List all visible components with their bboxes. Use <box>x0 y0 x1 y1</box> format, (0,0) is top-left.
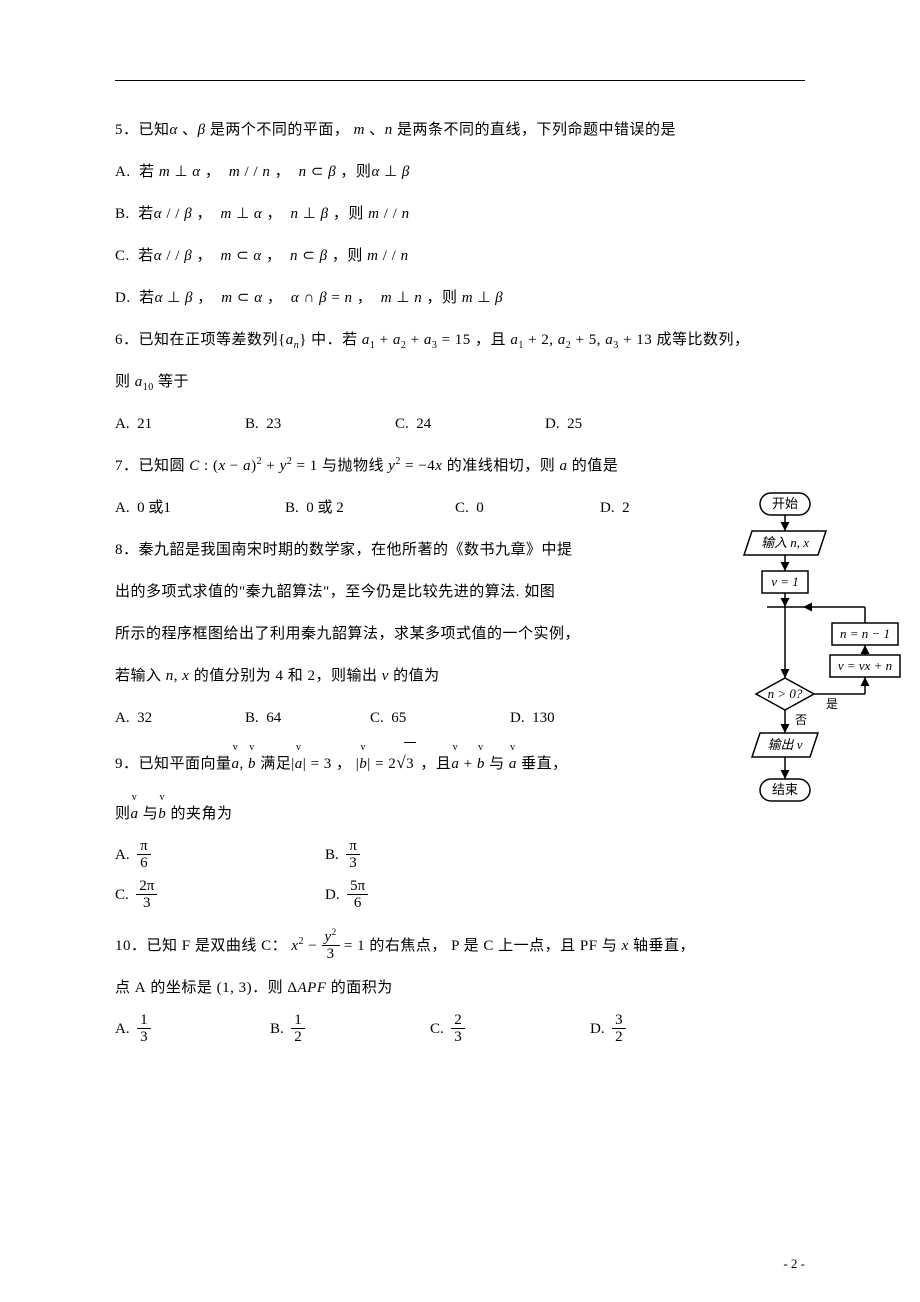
q9-stem: 9．已知平面向量a, b 满足|a| = 3 ， |b| = 23 ，且a + … <box>115 739 680 787</box>
q9-opts-row1: A. π6 B. π3 <box>115 839 680 873</box>
q5-opt-a: A. 若 m ⊥ α ， m / / n ， n ⊂ β ，则α ⊥ β <box>115 151 805 193</box>
q8-opt-d: D. 130 <box>510 697 610 739</box>
q5-stem: 5．已知α 、β 是两个不同的平面， m 、n 是两条不同的直线，下列命题中错误… <box>115 109 805 151</box>
flowchart-svg: 开始输入 n, x v = 1 n = n − 1 v = vx + n n > 0? 输… <box>690 483 905 813</box>
q10-opt-b: B. 12 <box>270 1013 430 1047</box>
q6-opts: A. 21 B. 23 C. 24 D. 25 <box>115 403 805 445</box>
q5-opt-c: C. 若α / / β ， m ⊂ α ， n ⊂ β ，则 m / / n <box>115 235 805 277</box>
q10-opt-c: C. 23 <box>430 1013 590 1047</box>
q8-l1: 8．秦九韶是我国南宋时期的数学家，在他所著的《数书九章》中提 <box>115 529 680 571</box>
q6-stem-1: 6．已知在正项等差数列{an} 中．若 a1 + a2 + a3 = 15 ，且… <box>115 319 805 361</box>
svg-text:否: 否 <box>795 713 807 727</box>
q8-opt-b: B. 64 <box>245 697 370 739</box>
q9-stem-2: 则a 与b 的夹角为 <box>115 793 680 835</box>
svg-text:v = vx + n: v = vx + n <box>838 658 892 673</box>
page: 5．已知α 、β 是两个不同的平面， m 、n 是两条不同的直线，下列命题中错误… <box>0 0 920 1087</box>
q8-l3: 所示的程序框图给出了利用秦九韶算法，求某多项式值的一个实例， <box>115 613 680 655</box>
text-column: A. 0 或1 B. 0 或 2 C. 0 D. 2 8．秦九韶是我国南宋时期的… <box>115 487 680 913</box>
flowchart: 开始输入 n, x v = 1 n = n − 1 v = vx + n n > 0? 输… <box>690 483 890 913</box>
svg-text:输入 n, x: 输入 n, x <box>761 535 809 550</box>
q9-opts-row2: C. 2π3 D. 5π6 <box>115 879 680 913</box>
svg-text:结束: 结束 <box>772 782 798 797</box>
svg-text:是: 是 <box>826 697 838 711</box>
q8-opt-a: A. 32 <box>115 697 245 739</box>
q6-opt-b: B. 23 <box>245 403 395 445</box>
q7-stem: 7．已知圆 C : (x − a)2 + y2 = 1 与抛物线 y2 = −4… <box>115 445 805 487</box>
q7-opt-c: C. 0 <box>455 487 600 529</box>
q7-opts: A. 0 或1 B. 0 或 2 C. 0 D. 2 <box>115 487 680 529</box>
q8-opt-c: C. 65 <box>370 697 510 739</box>
q9-opt-b: B. π3 <box>325 839 360 873</box>
q10-opt-a: A. 13 <box>115 1013 270 1047</box>
q10-stem: 10．已知 F 是双曲线 C： x2 − y23 = 1 的右焦点， P 是 C… <box>115 925 805 967</box>
svg-text:v = 1: v = 1 <box>771 574 799 589</box>
q9-opt-a: A. π6 <box>115 839 325 873</box>
q8-opts: A. 32 B. 64 C. 65 D. 130 <box>115 697 680 739</box>
page-number: - 2 - <box>783 1256 805 1272</box>
q9-opt-d: D. 5π6 <box>325 879 368 913</box>
q7-opt-d: D. 2 <box>600 487 680 529</box>
q7-q9-wrap: A. 0 或1 B. 0 或 2 C. 0 D. 2 8．秦九韶是我国南宋时期的… <box>115 487 805 913</box>
top-rule <box>115 80 805 81</box>
q7-opt-a: A. 0 或1 <box>115 487 285 529</box>
svg-text:输出 v: 输出 v <box>767 737 802 752</box>
q6-opt-c: C. 24 <box>395 403 545 445</box>
q10-opt-d: D. 32 <box>590 1013 690 1047</box>
svg-text:n = n − 1: n = n − 1 <box>840 626 890 641</box>
q6-opt-a: A. 21 <box>115 403 245 445</box>
q5-opt-d: D. 若α ⊥ β ， m ⊂ α ， α ∩ β = n ， m ⊥ n ，则… <box>115 277 805 319</box>
svg-text:n > 0?: n > 0? <box>768 686 803 701</box>
q10-opts: A. 13 B. 12 C. 23 D. 32 <box>115 1013 805 1047</box>
svg-text:开始: 开始 <box>772 496 798 511</box>
q9-opt-c: C. 2π3 <box>115 879 325 913</box>
q5-opt-b: B. 若α / / β ， m ⊥ α ， n ⊥ β ，则 m / / n <box>115 193 805 235</box>
q6-stem-2: 则 a10 等于 <box>115 361 805 403</box>
q8-l2: 出的多项式求值的"秦九韶算法"，至今仍是比较先进的算法. 如图 <box>115 571 680 613</box>
q8-l4: 若输入 n, x 的值分别为 4 和 2，则输出 v 的值为 <box>115 655 680 697</box>
q7-opt-b: B. 0 或 2 <box>285 487 455 529</box>
q6-opt-d: D. 25 <box>545 403 675 445</box>
q10-stem-2: 点 A 的坐标是 (1, 3)．则 ΔAPF 的面积为 <box>115 967 805 1009</box>
